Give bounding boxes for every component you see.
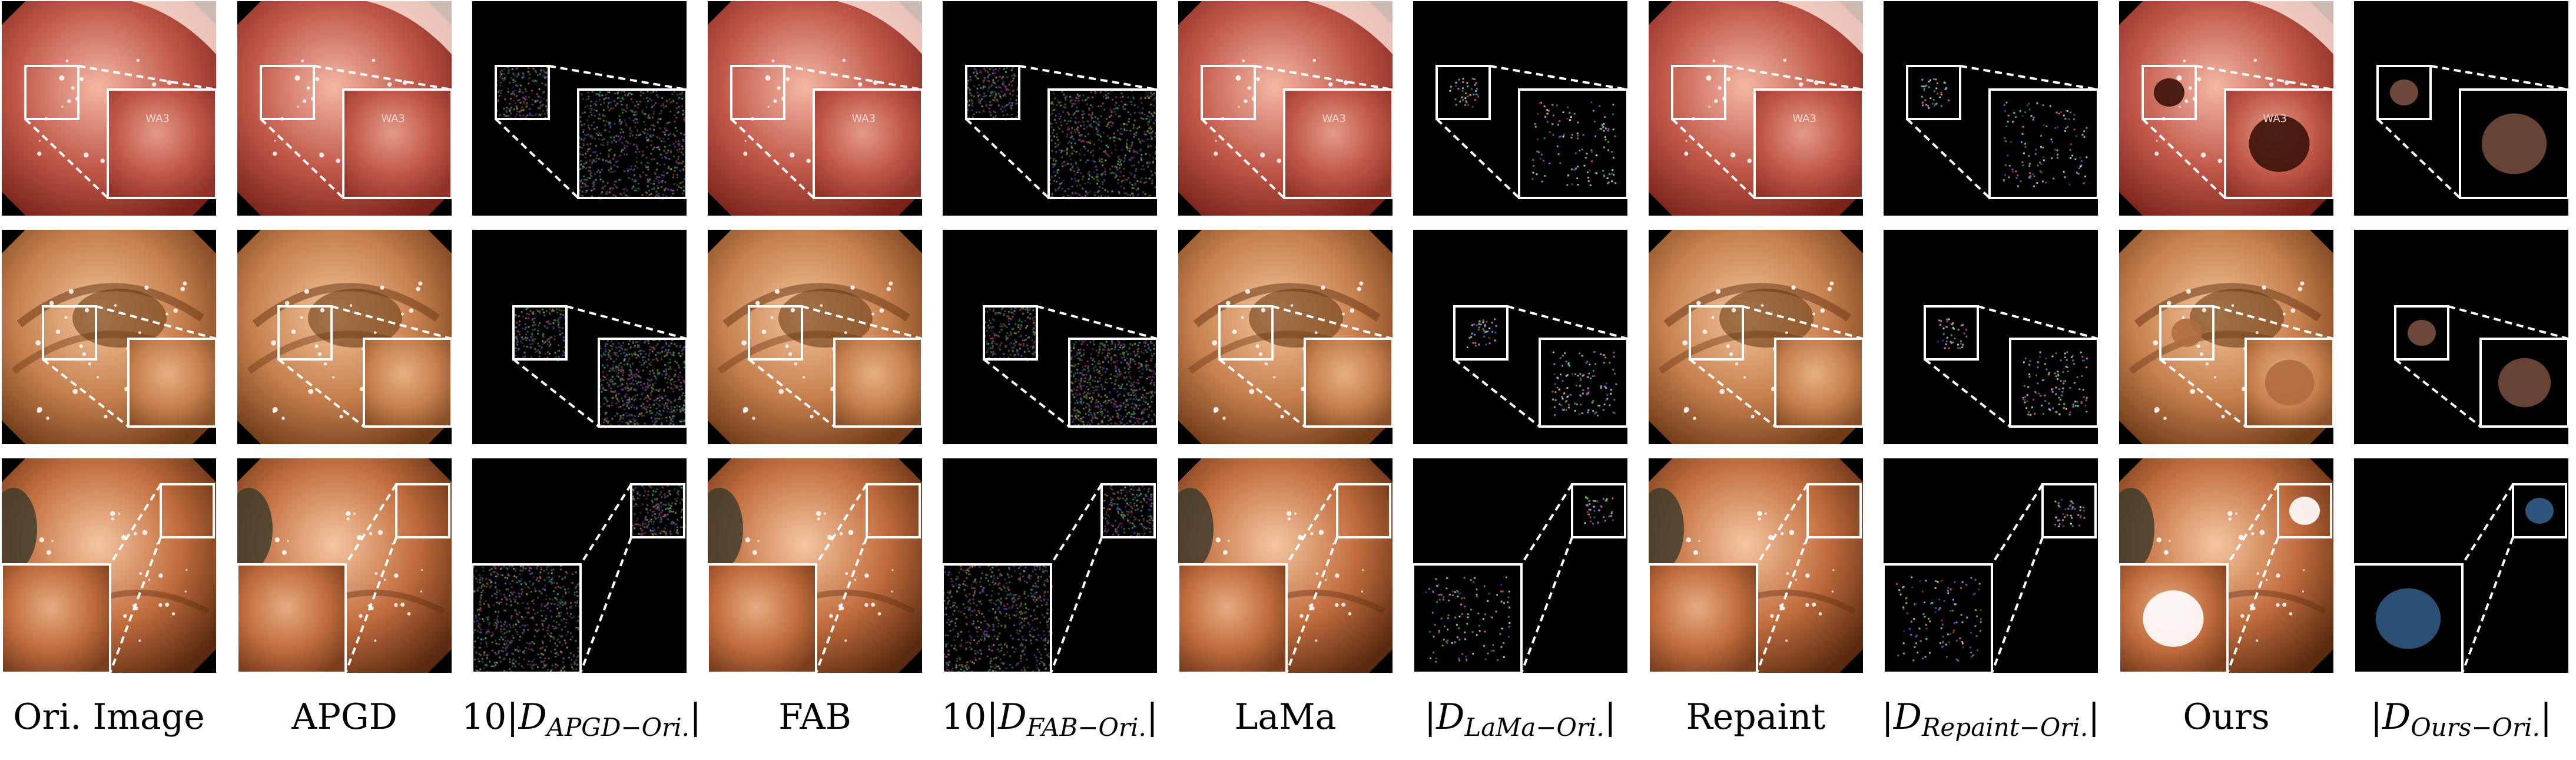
panel-image: WA3	[1178, 1, 1393, 216]
panel-image	[943, 1, 1157, 216]
panel-apgd_diff-row-3	[472, 458, 687, 673]
panel-image: WA3	[708, 1, 922, 216]
panel-fab_diff-row-1	[943, 1, 1157, 216]
panel-image	[1413, 458, 1627, 673]
panel-apgd-row-2	[237, 230, 452, 444]
panel-ours_diff-row-3	[2354, 458, 2568, 673]
panel-ours_diff-row-2	[2354, 230, 2568, 444]
panel-ori-row-2	[2, 230, 216, 444]
panel-image	[2, 230, 216, 444]
panel-repaint_diff-row-1	[1884, 1, 2098, 216]
panel-image	[472, 230, 687, 444]
overlay-text: WA3	[1322, 113, 1346, 125]
panel-image	[1413, 230, 1627, 444]
panel-ours-row-3	[2119, 458, 2333, 673]
overlay-text: WA3	[2263, 113, 2287, 125]
panel-image	[472, 1, 687, 216]
panel-image	[1178, 230, 1393, 444]
overlay-text: WA3	[381, 113, 405, 125]
comparison-grid: WA3 WA3 WA3 WA3 WA3 WA3	[0, 0, 2576, 683]
column-label-ori: Ori. Image	[0, 685, 227, 749]
column-label-lama_diff: |DLaMa−Ori.|	[1403, 685, 1638, 760]
panel-ours-row-1: WA3	[2119, 1, 2333, 216]
column-label-ours: Ours	[2108, 685, 2344, 749]
panel-lama-row-3	[1178, 458, 1393, 673]
column-label-apgd: APGD	[227, 685, 462, 749]
panel-lama-row-2	[1178, 230, 1393, 444]
column-label-apgd_diff: 10|DAPGD−Ori.|	[462, 685, 697, 760]
panel-ours_diff-row-1	[2354, 1, 2568, 216]
panel-image	[1413, 1, 1627, 216]
panel-lama_diff-row-3	[1413, 458, 1627, 673]
panel-fab_diff-row-2	[943, 230, 1157, 444]
overlay-text: WA3	[145, 113, 170, 125]
column-label-repaint: Repaint	[1638, 685, 1874, 749]
column-label-repaint_diff: |DRepaint−Ori.|	[1873, 685, 2108, 760]
panel-image	[1884, 1, 2098, 216]
panel-fab-row-2	[708, 230, 922, 444]
panel-apgd_diff-row-2	[472, 230, 687, 444]
panel-image	[472, 458, 687, 673]
column-label-ours_diff: |DOurs−Ori.|	[2343, 685, 2576, 760]
panel-image	[943, 458, 1157, 673]
panel-image	[943, 230, 1157, 444]
column-label-fab: FAB	[697, 685, 933, 749]
panel-image	[1884, 458, 2098, 673]
panel-image	[2354, 1, 2568, 216]
panel-image	[1649, 458, 1863, 673]
panel-ours-row-2	[2119, 230, 2333, 444]
panel-image	[708, 458, 922, 673]
panel-lama_diff-row-2	[1413, 230, 1627, 444]
panel-apgd_diff-row-1	[472, 1, 687, 216]
panel-image	[237, 458, 452, 673]
panel-lama_diff-row-1	[1413, 1, 1627, 216]
panel-image	[2354, 230, 2568, 444]
panel-image: WA3	[1649, 1, 1863, 216]
panel-image	[708, 230, 922, 444]
panel-image	[237, 230, 452, 444]
panel-image	[1649, 230, 1863, 444]
panel-fab_diff-row-3	[943, 458, 1157, 673]
panel-apgd-row-1: WA3	[237, 1, 452, 216]
panel-fab-row-1: WA3	[708, 1, 922, 216]
panel-image	[2354, 458, 2568, 673]
panel-image: WA3	[237, 1, 452, 216]
panel-repaint_diff-row-2	[1884, 230, 2098, 444]
panel-apgd-row-3	[237, 458, 452, 673]
panel-fab-row-3	[708, 458, 922, 673]
panel-lama-row-1: WA3	[1178, 1, 1393, 216]
column-label-fab_diff: 10|DFAB−Ori.|	[932, 685, 1168, 760]
panel-ori-row-3	[2, 458, 216, 673]
panel-image	[2119, 230, 2333, 444]
panel-ori-row-1: WA3	[2, 1, 216, 216]
panel-image	[2119, 458, 2333, 673]
panel-image: WA3	[2, 1, 216, 216]
panel-image	[1178, 458, 1393, 673]
panel-image	[1884, 230, 2098, 444]
panel-repaint-row-1: WA3	[1649, 1, 1863, 216]
column-label-lama: LaMa	[1168, 685, 1403, 749]
panel-repaint_diff-row-3	[1884, 458, 2098, 673]
panel-image	[2, 458, 216, 673]
panel-image: WA3	[2119, 1, 2333, 216]
panel-repaint-row-3	[1649, 458, 1863, 673]
overlay-text: WA3	[851, 113, 876, 125]
overlay-text: WA3	[1792, 113, 1816, 125]
panel-repaint-row-2	[1649, 230, 1863, 444]
